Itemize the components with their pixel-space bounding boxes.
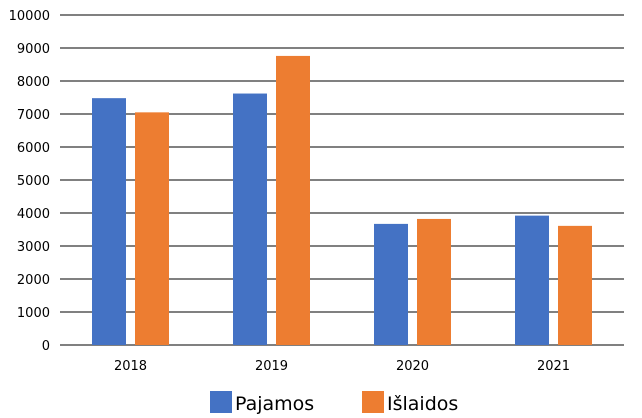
bar-i-laidos-2019 [276,55,310,346]
x-tick-label: 2018 [114,359,147,374]
legend-label: Išlaidos [387,393,458,414]
bar-pajamos-2018 [92,98,126,345]
legend: Pajamos Išlaidos [210,391,458,415]
bar-pajamos-2021 [515,215,549,345]
y-tick-label: 1000 [17,306,50,321]
bar-pajamos-2019 [233,93,267,345]
y-tick-label: 3000 [17,240,50,255]
y-tick-label: 5000 [17,174,50,189]
y-tick-label: 6000 [17,141,50,156]
legend-swatch [210,391,232,413]
x-tick-label: 2019 [255,359,288,374]
legend-swatch [362,391,384,413]
y-tick-label: 8000 [17,75,50,90]
x-axis-tick-labels: 2018 2019 2020 2021 [114,359,570,374]
bar-i-laidos-2020 [417,218,451,345]
y-tick-label: 7000 [17,108,50,123]
y-axis-tick-labels: 0 1000 2000 3000 4000 5000 6000 7000 8000 9000 100… [9,9,50,354]
legend-label: Pajamos [235,393,314,414]
bars [92,55,592,346]
y-tick-label: 2000 [17,273,50,288]
bar-i-laidos-2018 [135,112,169,345]
y-tick-label: 10000 [9,9,50,24]
y-tick-label: 4000 [17,207,50,222]
x-tick-label: 2020 [396,359,429,374]
y-tick-label: 9000 [17,42,50,57]
y-tick-label: 0 [42,339,50,354]
bar-i-laidos-2021 [558,225,592,345]
bar-pajamos-2020 [374,223,408,345]
x-tick-label: 2021 [537,359,570,374]
